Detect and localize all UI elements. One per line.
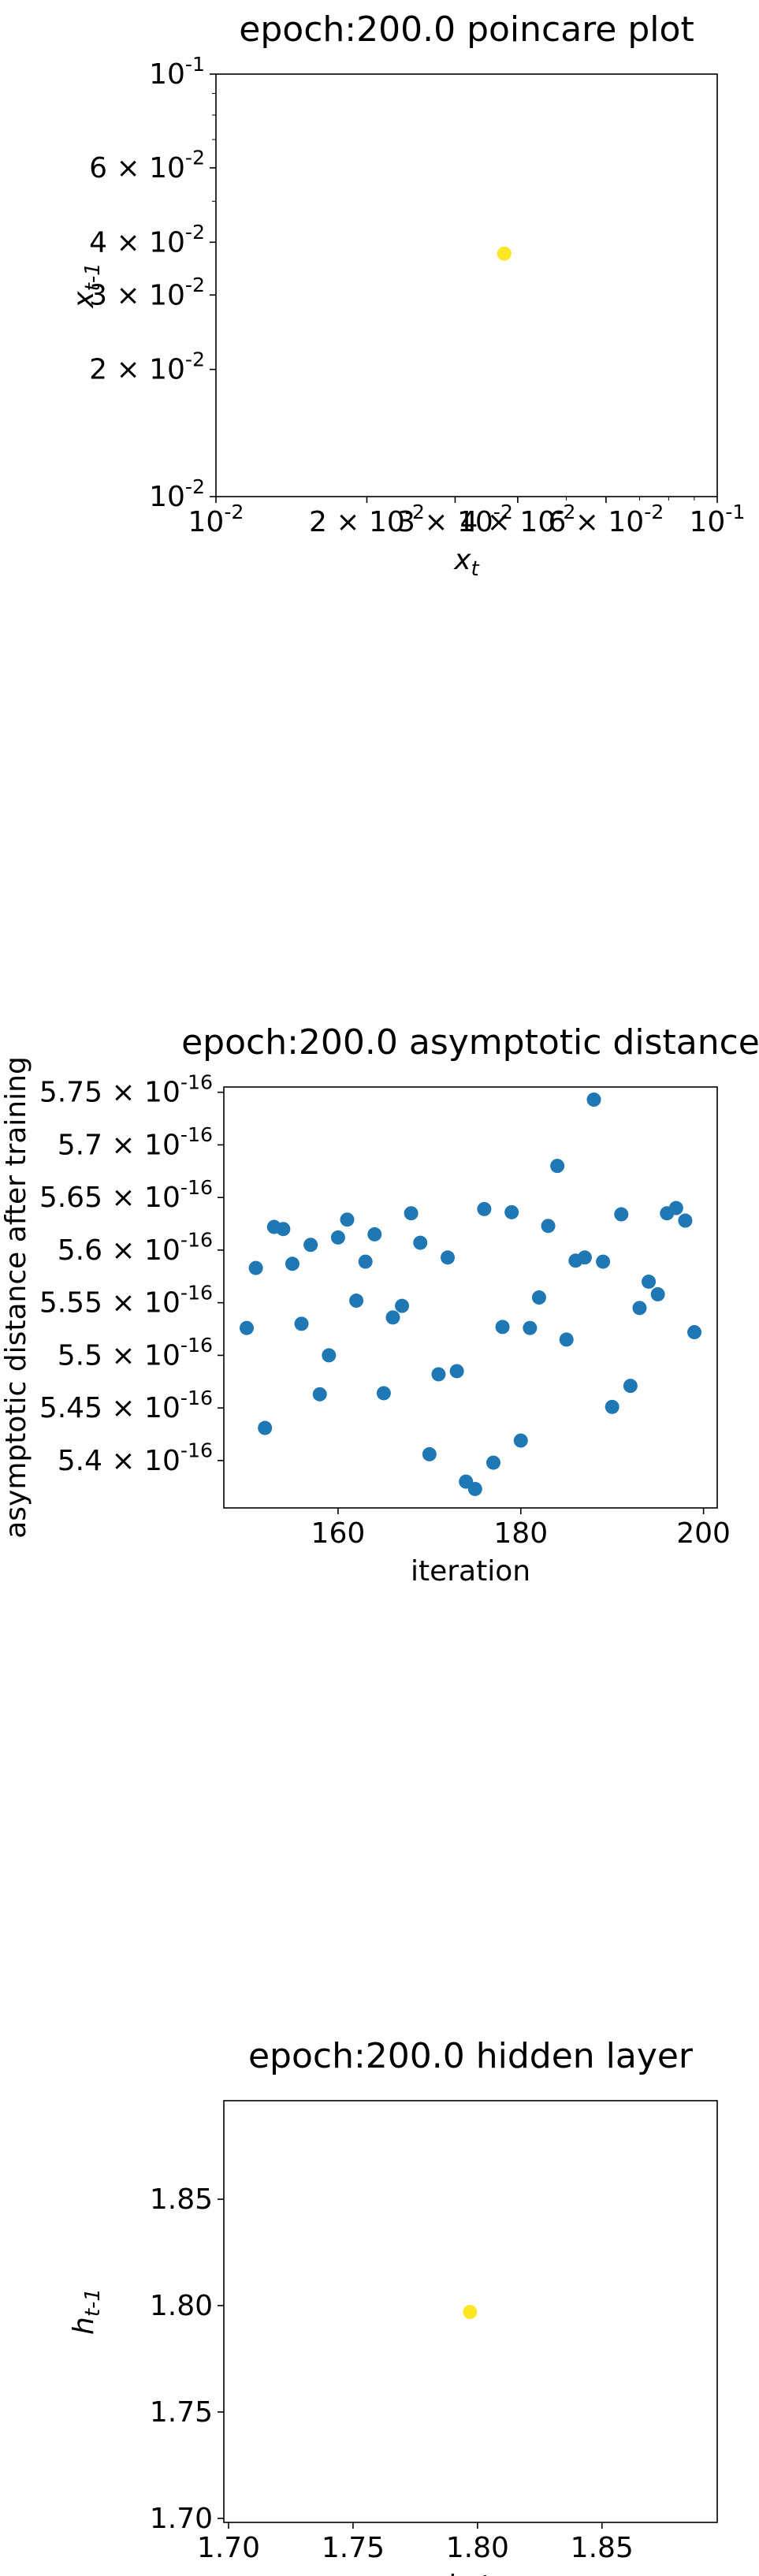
x-tick-label: 3 × 10-2 [397,501,513,538]
data-point [358,1254,373,1269]
data-point [294,1316,309,1331]
y-tick-label: 4 × 10-2 [89,221,205,259]
data-point [632,1301,647,1316]
data-point [385,1310,400,1325]
data-point [477,1201,492,1216]
hidden-layer-chart: epoch:200.0 hidden layer 1.70 1.75 1.80 1.85… [68,2036,718,2576]
x-tick-label: 10-2 [188,501,244,538]
y-tick-label: 5.75 × 10-16 [39,1070,213,1108]
data-point [303,1238,318,1253]
data-point [404,1206,419,1221]
data-point [322,1348,337,1363]
y-tick-label: 5.65 × 10-16 [39,1176,213,1214]
y-tick-label: 1.80 [150,2290,213,2322]
data-point [678,1213,693,1228]
data-point [523,1320,538,1335]
x-tick-label: 10-1 [690,501,746,538]
chart-title: epoch:200.0 poincare plot [239,9,694,50]
y-axis-label: ht-1 [68,2288,105,2335]
data-point [312,1387,327,1402]
asymptotic-distance-chart: epoch:200.0 asymptotic distance 160 180 200… [0,1022,759,1588]
data-point [463,2305,478,2320]
data-point [467,1481,482,1496]
y-tick-label: 2 × 10-2 [89,348,205,385]
data-point [605,1399,619,1414]
x-tick-label: 1.80 [446,2532,509,2564]
y-tick-label: 5.6 × 10-16 [58,1229,213,1267]
data-point [349,1294,364,1308]
data-point [504,1204,519,1219]
data-point [541,1219,556,1234]
y-tick-label: 10-1 [149,53,205,91]
data-point [577,1250,592,1265]
x-axis-label: xt [453,544,479,581]
plot-frame [223,1086,718,1509]
y-tick-label: 3 × 10-2 [89,274,205,311]
data-point [441,1250,456,1265]
data-point [367,1227,382,1241]
data-point [668,1201,683,1215]
y-tick-label: 5.5 × 10-16 [58,1334,213,1372]
data-point [449,1364,464,1379]
y-axis-label: xt-1 [68,262,105,308]
data-point [285,1256,300,1271]
x-tick-label: 180 [493,1517,548,1550]
data-point [340,1212,355,1227]
data-point [395,1298,410,1313]
data-point [596,1254,611,1269]
x-tick-label: 1.70 [197,2532,260,2564]
y-tick-label: 10-2 [149,475,205,513]
data-point [531,1290,546,1305]
data-point [550,1159,565,1174]
data-point [431,1367,446,1382]
data-point [559,1332,574,1347]
y-tick-label: 5.7 × 10-16 [58,1123,213,1161]
data-point [376,1386,391,1401]
data-point [258,1420,273,1435]
data-point [623,1379,638,1394]
x-tick-label: 6 × 10-2 [548,501,664,538]
chart-title: epoch:200.0 asymptotic distance [181,1022,759,1063]
data-point [495,1320,510,1335]
x-tick-label: 200 [676,1517,731,1550]
data-point [614,1207,629,1222]
chart-title: epoch:200.0 hidden layer [248,2036,694,2076]
x-axis-label: h_t [449,2570,493,2576]
data-point [486,1455,500,1470]
y-axis-label: asymptotic distance after training [0,1056,32,1539]
y-tick-label: 1.70 [150,2503,213,2535]
y-tick-label: 1.85 [150,2183,213,2216]
data-point [687,1325,702,1340]
data-point [239,1320,254,1335]
data-point [513,1433,528,1448]
data-point [642,1274,657,1289]
data-point [276,1222,291,1237]
y-tick-label: 5.4 × 10-16 [58,1439,213,1477]
data-point [413,1235,428,1250]
data-point [422,1446,437,1461]
x-axis-label: iteration [411,1555,530,1588]
data-point [650,1286,665,1301]
y-tick-label: 1.75 [150,2396,213,2429]
data-point [248,1260,263,1275]
plot-frame [215,73,718,497]
data-point [330,1230,345,1245]
data-point [497,246,512,261]
x-tick-label: 4 × 10-2 [459,501,575,538]
x-tick-label: 1.75 [322,2532,385,2564]
y-tick-label: 5.55 × 10-16 [39,1281,213,1319]
plot-frame [223,2100,718,2523]
x-tick-label: 2 × 10-2 [309,501,425,538]
y-tick-label: 5.45 × 10-16 [39,1387,213,1424]
x-tick-label: 1.85 [571,2532,634,2564]
x-tick-label: 160 [311,1517,366,1550]
y-tick-label: 6 × 10-2 [89,147,205,184]
data-point [586,1093,601,1107]
